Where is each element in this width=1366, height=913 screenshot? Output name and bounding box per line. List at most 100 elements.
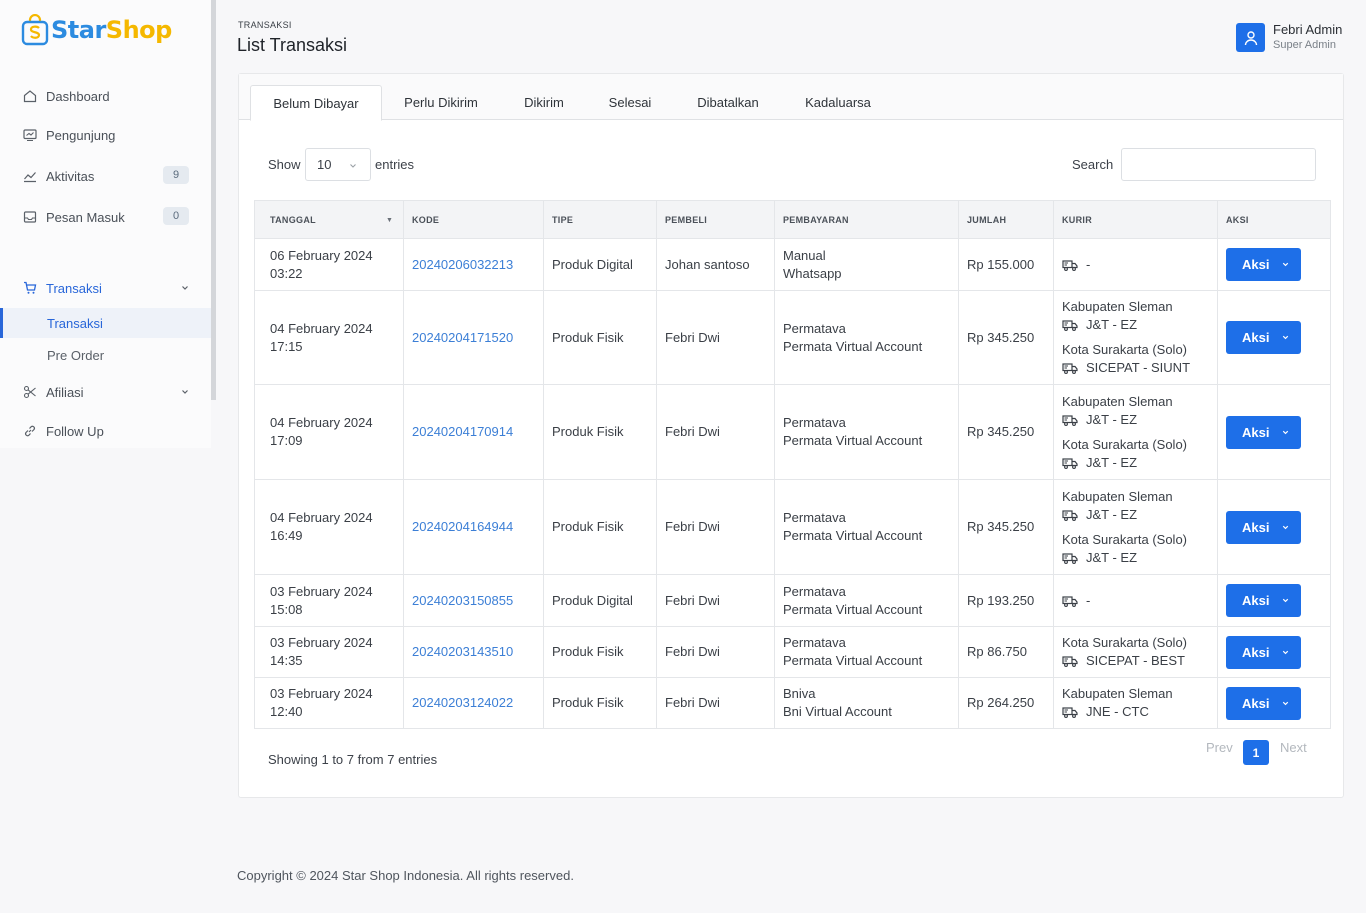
sidebar-item-pesan-masuk[interactable]: Pesan Masuk 0 bbox=[22, 207, 192, 227]
cell-tipe: Produk Digital bbox=[543, 574, 657, 627]
courier-service: J&T - EZ bbox=[1086, 454, 1138, 470]
cell-aksi: Aksi bbox=[1217, 574, 1331, 627]
aksi-button[interactable]: Aksi bbox=[1226, 248, 1301, 281]
truck-icon bbox=[1062, 655, 1078, 667]
aksi-button[interactable]: Aksi bbox=[1226, 321, 1301, 354]
cell-tipe: Produk Fisik bbox=[543, 479, 657, 575]
cell-jumlah: Rp 345.250 bbox=[958, 384, 1054, 480]
transaction-code-link[interactable]: 20240204171520 bbox=[412, 329, 514, 345]
sidebar-item-aktivitas[interactable]: Aktivitas 9 bbox=[22, 166, 192, 186]
transaction-code-link[interactable]: 20240204170914 bbox=[412, 424, 514, 439]
cell-kode: 20240204170914 bbox=[403, 384, 544, 480]
courier-entry: Kota Surakarta (Solo) J&T - EZ bbox=[1062, 531, 1217, 567]
cell-kode: 20240204164944 bbox=[403, 479, 544, 575]
user-name: Febri Admin bbox=[1273, 22, 1343, 37]
sidebar-item-pengunjung[interactable]: Pengunjung bbox=[22, 125, 192, 145]
courier-entry: Kabupaten Sleman J&T - EZ bbox=[1062, 393, 1217, 429]
cell-kode: 20240203124022 bbox=[403, 677, 544, 729]
truck-icon bbox=[1062, 552, 1078, 564]
table-row: 04 February 2024 17:09 20240204170914 Produ… bbox=[254, 384, 1331, 480]
sidebar-item-dashboard[interactable]: Dashboard bbox=[22, 86, 192, 106]
tab-dikirim[interactable]: Dikirim bbox=[524, 95, 564, 110]
courier-entry: Kota Surakarta (Solo) SICEPAT - BEST bbox=[1062, 634, 1217, 670]
aksi-button[interactable]: Aksi bbox=[1226, 584, 1301, 617]
aksi-button[interactable]: Aksi bbox=[1226, 686, 1301, 720]
entries-length-select[interactable]: 10 bbox=[305, 148, 371, 181]
sidebar-scrollbar[interactable] bbox=[211, 0, 216, 400]
pagination-page-1[interactable]: 1 bbox=[1243, 740, 1269, 765]
cell-tipe: Produk Fisik bbox=[543, 626, 657, 678]
chevron-down-icon bbox=[1281, 593, 1290, 608]
tab-belum-dibayar[interactable]: Belum Dibayar bbox=[250, 85, 382, 121]
cell-tipe: Produk Fisik bbox=[543, 677, 657, 729]
chevron-down-icon bbox=[1281, 330, 1290, 345]
cell-tanggal: 04 February 2024 16:49 bbox=[254, 479, 404, 575]
scissors-icon bbox=[22, 385, 37, 400]
courier-service: J&T - EZ bbox=[1086, 506, 1138, 522]
courier-region: Kota Surakarta (Solo) bbox=[1062, 531, 1188, 547]
transaction-code-link[interactable]: 20240204164944 bbox=[412, 519, 514, 534]
sort-desc-icon: ▼ bbox=[386, 217, 394, 224]
search-input[interactable] bbox=[1121, 148, 1316, 181]
cell-kurir: - bbox=[1053, 238, 1218, 291]
user-menu[interactable]: Febri Admin Super Admin bbox=[1236, 23, 1342, 52]
transaction-card: Belum Dibayar Perlu Dikirim Dikirim Sele… bbox=[238, 73, 1344, 798]
cell-pembayaran: Permatava Permata Virtual Account bbox=[774, 290, 959, 385]
transaction-code-link[interactable]: 20240206032213 bbox=[412, 256, 514, 272]
tab-dibatalkan[interactable]: Dibatalkan bbox=[697, 95, 759, 110]
truck-icon bbox=[1062, 509, 1078, 521]
cell-pembeli: Febri Dwi bbox=[656, 479, 775, 575]
column-header-pembeli[interactable]: PEMBELI bbox=[656, 200, 775, 239]
courier-entry: - bbox=[1062, 592, 1217, 610]
sidebar-item-transaksi[interactable]: Transaksi bbox=[22, 278, 192, 298]
transaction-code-link[interactable]: 20240203143510 bbox=[412, 644, 514, 659]
brand-logo[interactable]: StarShop bbox=[21, 13, 172, 46]
status-tabs: Belum Dibayar Perlu Dikirim Dikirim Sele… bbox=[239, 74, 1343, 121]
cell-kurir: Kabupaten Sleman J&T - EZ Kota Surakarta (… bbox=[1053, 290, 1218, 385]
truck-icon bbox=[1062, 706, 1078, 718]
transaction-code-link[interactable]: 20240203150855 bbox=[412, 592, 514, 608]
show-label: Show bbox=[268, 157, 301, 172]
column-header-tanggal[interactable]: TANGGAL ▼ bbox=[254, 200, 404, 239]
transaction-code-link[interactable]: 20240203124022 bbox=[412, 695, 514, 710]
table-row: 04 February 2024 16:49 20240204164944 Produ… bbox=[254, 479, 1331, 575]
courier-service: SICEPAT - BEST bbox=[1086, 653, 1185, 668]
chevron-down-icon bbox=[1281, 257, 1290, 272]
aksi-button[interactable]: Aksi bbox=[1226, 510, 1301, 544]
chevron-down-icon bbox=[180, 385, 190, 400]
pagination-next[interactable]: Next bbox=[1280, 740, 1307, 755]
cell-aksi: Aksi bbox=[1217, 479, 1331, 575]
truck-icon bbox=[1062, 319, 1078, 331]
pagination-prev[interactable]: Prev bbox=[1206, 740, 1233, 755]
home-icon bbox=[22, 89, 37, 104]
cell-jumlah: Rp 345.250 bbox=[958, 479, 1054, 575]
sidebar-item-afiliasi[interactable]: Afiliasi bbox=[22, 382, 192, 402]
inbox-icon bbox=[22, 210, 37, 225]
sidebar-subitem-pre-order[interactable]: Pre Order bbox=[47, 347, 105, 363]
tab-selesai[interactable]: Selesai bbox=[608, 95, 652, 110]
tab-kadaluarsa[interactable]: Kadaluarsa bbox=[805, 95, 871, 110]
aksi-button[interactable]: Aksi bbox=[1226, 635, 1301, 669]
cell-kode: 20240203150855 bbox=[403, 574, 544, 627]
column-header-pembayaran[interactable]: PEMBAYARAN bbox=[774, 200, 959, 239]
cell-jumlah: Rp 345.250 bbox=[958, 290, 1054, 385]
cell-tanggal: 04 February 2024 17:09 bbox=[254, 384, 404, 480]
column-header-kode[interactable]: KODE bbox=[403, 200, 544, 239]
sidebar-item-follow-up[interactable]: Follow Up bbox=[22, 421, 192, 441]
cell-kurir: Kabupaten Sleman J&T - EZ Kota Surakarta (… bbox=[1053, 479, 1218, 575]
courier-entry: Kabupaten Sleman JNE - CTC bbox=[1062, 685, 1217, 721]
cell-tanggal: 04 February 2024 17:15 bbox=[254, 290, 404, 385]
cell-kode: 20240203143510 bbox=[403, 626, 544, 678]
courier-entry: - bbox=[1062, 256, 1217, 274]
cell-pembayaran: Bniva Bni Virtual Account bbox=[774, 677, 959, 729]
cell-pembayaran: Permatava Permata Virtual Account bbox=[774, 384, 959, 480]
column-header-tipe[interactable]: TIPE bbox=[543, 200, 657, 239]
sidebar-subitem-transaksi[interactable]: Transaksi bbox=[0, 308, 211, 338]
column-header-jumlah[interactable]: JUMLAH bbox=[958, 200, 1054, 239]
tab-perlu-dikirim[interactable]: Perlu Dikirim bbox=[404, 95, 478, 110]
table-row: 03 February 2024 12:40 20240203124022 Produ… bbox=[254, 677, 1331, 729]
sidebar-item-label: Afiliasi bbox=[46, 384, 84, 400]
cell-tanggal: 03 February 2024 15:08 bbox=[254, 574, 404, 627]
column-header-kurir[interactable]: KURIR bbox=[1053, 200, 1218, 239]
aksi-button[interactable]: Aksi bbox=[1226, 415, 1301, 449]
